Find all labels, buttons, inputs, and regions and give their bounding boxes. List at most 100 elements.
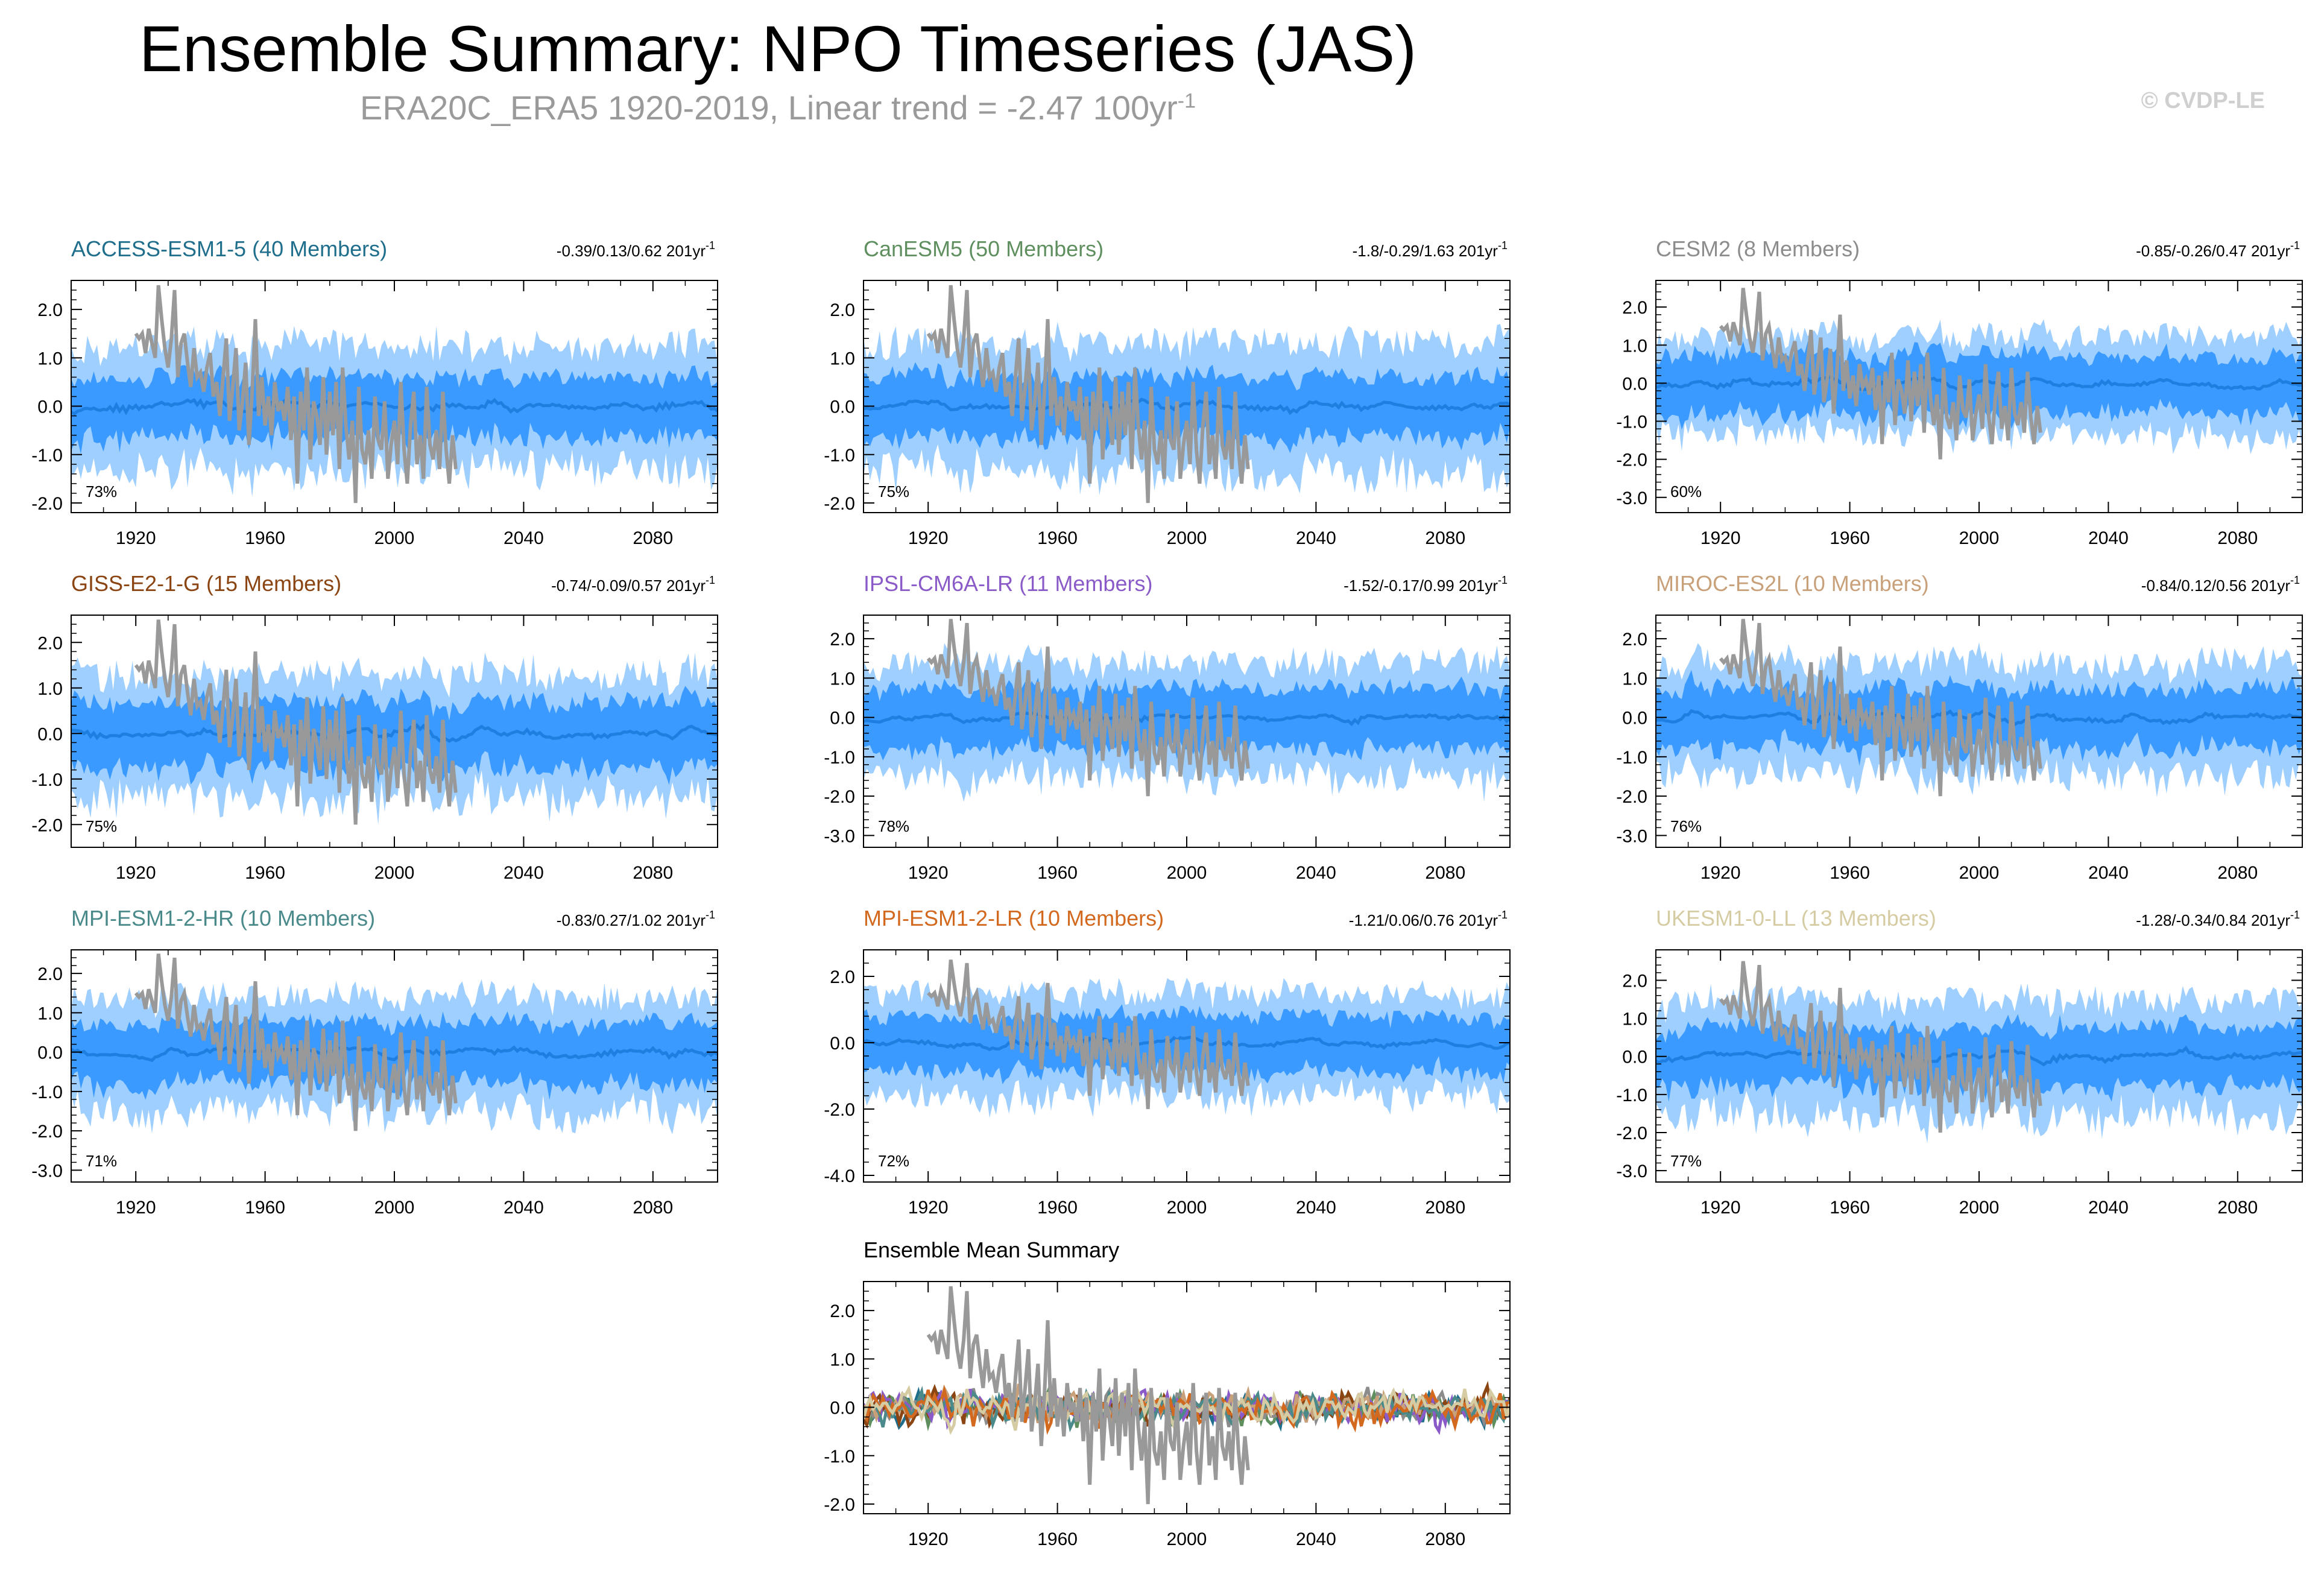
- x-tick-label: 1960: [1830, 528, 1870, 548]
- observations-line: [926, 1286, 1250, 1505]
- panel-percent-label: 71%: [86, 1152, 117, 1170]
- x-tick-label: 2000: [1959, 1198, 2000, 1218]
- x-tick-label: 2080: [633, 863, 673, 883]
- x-tick-label: 1960: [1830, 1198, 1870, 1218]
- y-tick-label: -2.0: [1616, 787, 1647, 807]
- y-tick-label: 0.0: [830, 1399, 855, 1418]
- y-tick-label: -3.0: [31, 1161, 63, 1181]
- ensemble-mean-line: [864, 1035, 1510, 1051]
- x-tick-label: 2000: [1167, 863, 1207, 883]
- panel-title: ACCESS-ESM1-5 (40 Members): [71, 236, 387, 261]
- panel-stats-text: -1.52/-0.17/0.99 201yr: [1344, 577, 1498, 595]
- page-subtitle: ERA20C_ERA5 1920-2019, Linear trend = -2…: [0, 88, 1556, 127]
- panel-stats-exponent: -1: [2290, 574, 2300, 586]
- panel-giss: 2.0 1.0 0.0 -1.0 -2.0 1920 1960 2000 2040 2080 GIS…: [31, 571, 718, 883]
- panel-stats-text: -1.28/-0.34/0.84 201yr: [2136, 911, 2290, 929]
- y-tick-label: -1.0: [31, 770, 63, 790]
- panel-stats: -1.28/-0.34/0.84 201yr-1: [2136, 909, 2300, 929]
- plot-area: [1656, 288, 2302, 460]
- panel-stats-exponent: -1: [706, 909, 715, 921]
- y-tick-label: 2.0: [1622, 630, 1647, 650]
- y-tick-label: -2.0: [31, 1122, 63, 1142]
- x-tick-label: 1920: [1700, 528, 1741, 548]
- observations-line: [926, 285, 1250, 504]
- panel-stats: -0.85/-0.26/0.47 201yr-1: [2136, 239, 2300, 260]
- x-tick-label: 2040: [504, 863, 544, 883]
- ensemble-mean-line: [1656, 375, 2302, 391]
- y-tick-label: -1.0: [1616, 413, 1647, 432]
- y-tick-label: 1.0: [1622, 669, 1647, 689]
- observations-line: [134, 285, 458, 504]
- y-tick-label: 2.0: [830, 967, 855, 987]
- panel-mpilr: 2.0 0.0 -2.0 -4.0 1920 1960 2000 2040 2080 MPI-ES…: [824, 906, 1511, 1218]
- panel-percent-label: 78%: [878, 817, 909, 835]
- y-tick-label: 0.0: [1622, 709, 1647, 729]
- x-tick-label: 1920: [116, 863, 156, 883]
- panel-mpihr: 2.0 1.0 0.0 -1.0 -2.0 -3.0 1920 1960 2000 2040 208…: [31, 906, 718, 1218]
- x-tick-label: 2080: [2217, 863, 2258, 883]
- y-tick-label: -2.0: [1616, 1124, 1647, 1143]
- panel-stats-text: -0.84/0.12/0.56 201yr: [2141, 577, 2291, 595]
- y-tick-label: -2.0: [824, 1100, 855, 1120]
- y-tick-label: 2.0: [1622, 971, 1647, 991]
- panel-stats-text: -1.21/0.06/0.76 201yr: [1349, 911, 1498, 929]
- x-tick-label: 1920: [1700, 863, 1741, 883]
- y-tick-label: 2.0: [37, 964, 63, 984]
- y-tick-label: -1.0: [824, 446, 855, 466]
- ensemble-mean-line: [864, 397, 1510, 416]
- x-tick-label: 2080: [2217, 528, 2258, 548]
- panel-stats-text: -0.83/0.27/1.02 201yr: [557, 911, 706, 929]
- y-tick-label: -1.0: [824, 748, 855, 768]
- ensemble-mean-line: [1656, 709, 2302, 727]
- model-mean-line-8: [864, 1385, 1510, 1435]
- observations-line: [134, 953, 458, 1131]
- panel-stats: -0.74/-0.09/0.57 201yr-1: [551, 574, 715, 595]
- y-tick-label: 1.0: [830, 669, 855, 689]
- plot-area: [864, 619, 1510, 802]
- x-tick-label: 2000: [374, 528, 415, 548]
- panel-canesm: 2.0 1.0 0.0 -1.0 -2.0 1920 1960 2000 2040 2080 Can…: [824, 236, 1511, 548]
- panel-stats-text: -0.85/-0.26/0.47 201yr: [2136, 242, 2290, 260]
- y-tick-label: 1.0: [1622, 336, 1647, 356]
- y-tick-label: 1.0: [830, 1350, 855, 1370]
- x-tick-label: 1920: [908, 863, 949, 883]
- page-title: Ensemble Summary: NPO Timeseries (JAS): [139, 12, 1417, 85]
- panel-percent-label: 77%: [1670, 1152, 1702, 1170]
- panel-stats: -1.52/-0.17/0.99 201yr-1: [1344, 574, 1508, 595]
- x-tick-label: 2040: [504, 528, 544, 548]
- copyright-label: © CVDP-LE: [2141, 88, 2265, 113]
- panel-percent-label: 73%: [86, 482, 117, 501]
- y-tick-label: -4.0: [824, 1166, 855, 1186]
- panel-percent-label: 76%: [1670, 817, 1702, 835]
- panel-percent-label: 72%: [878, 1152, 909, 1170]
- panel-title: IPSL-CM6A-LR (11 Members): [864, 571, 1152, 596]
- x-tick-label: 1960: [1830, 863, 1870, 883]
- panel-stats-text: -0.39/0.13/0.62 201yr: [557, 242, 706, 260]
- y-tick-label: 1.0: [37, 1004, 63, 1023]
- y-tick-label: 1.0: [37, 679, 63, 699]
- subtitle-text: ERA20C_ERA5 1920-2019, Linear trend = -2…: [360, 89, 1178, 127]
- panel-title: CESM2 (8 Members): [1656, 236, 1860, 261]
- inner-spread-band: [1656, 669, 2302, 766]
- y-tick-label: 0.0: [830, 397, 855, 417]
- x-tick-label: 2000: [1959, 863, 2000, 883]
- panel-title: GISS-E2-1-G (15 Members): [71, 571, 341, 596]
- x-tick-label: 1920: [116, 528, 156, 548]
- x-tick-label: 2080: [1425, 528, 1465, 548]
- y-tick-label: 0.0: [1622, 1048, 1647, 1067]
- y-tick-label: -3.0: [1616, 488, 1647, 508]
- y-tick-label: 0.0: [37, 724, 63, 744]
- observations-line: [1719, 619, 2042, 797]
- y-tick-label: 2.0: [37, 633, 63, 653]
- y-tick-label: 1.0: [1622, 1010, 1647, 1029]
- x-tick-label: 2080: [633, 528, 673, 548]
- x-tick-label: 2040: [1296, 1198, 1336, 1218]
- x-tick-label: 1920: [908, 1529, 949, 1549]
- y-tick-label: 1.0: [830, 349, 855, 368]
- panel-stats-exponent: -1: [706, 574, 715, 586]
- plot-area: [1656, 961, 2302, 1143]
- plot-area: [71, 619, 718, 825]
- observations-line: [1719, 288, 2042, 460]
- panel-stats-text: -0.74/-0.09/0.57 201yr: [551, 577, 706, 595]
- panel-title: MPI-ESM1-2-LR (10 Members): [864, 906, 1164, 931]
